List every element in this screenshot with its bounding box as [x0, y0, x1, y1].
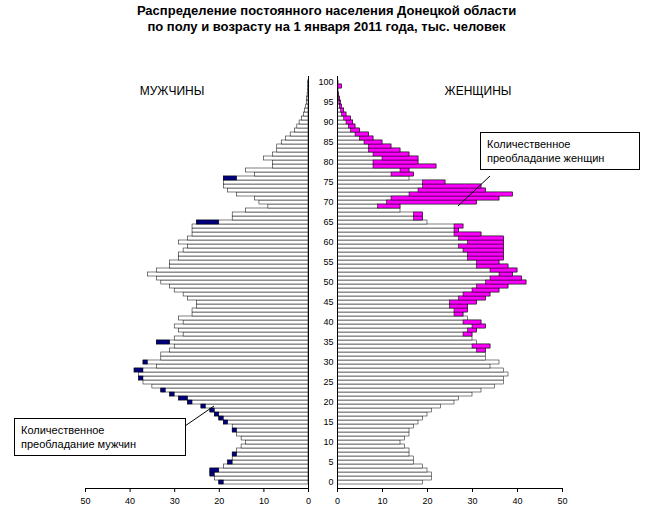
svg-text:ЖЕНЩИНЫ: ЖЕНЩИНЫ	[445, 84, 512, 98]
svg-text:60: 60	[323, 237, 333, 247]
svg-text:85: 85	[323, 137, 333, 147]
svg-text:20: 20	[214, 496, 224, 506]
svg-text:0: 0	[306, 496, 311, 506]
svg-text:20: 20	[422, 496, 432, 506]
svg-text:55: 55	[323, 257, 333, 267]
svg-text:40: 40	[323, 317, 333, 327]
svg-text:30: 30	[467, 496, 477, 506]
svg-text:80: 80	[323, 157, 333, 167]
html-text:Количественное преобладание же: Количественное преобладание женщин	[487, 138, 605, 164]
svg-text:10: 10	[377, 496, 387, 506]
svg-text:65: 65	[323, 217, 333, 227]
html-text:Распределение постоянного насе: Распределение постоянного населения Доне…	[136, 3, 517, 18]
svg-text:50: 50	[323, 277, 333, 287]
svg-text:0: 0	[328, 477, 333, 487]
svg-text:90: 90	[323, 117, 333, 127]
svg-text:70: 70	[323, 197, 333, 207]
svg-text:10: 10	[323, 437, 333, 447]
svg-text:75: 75	[323, 177, 333, 187]
svg-text:МУЖЧИНЫ: МУЖЧИНЫ	[140, 84, 205, 98]
svg-text:0: 0	[335, 496, 340, 506]
svg-text:45: 45	[323, 297, 333, 307]
svg-text:25: 25	[323, 377, 333, 387]
html-text:Количественное преобладание му: Количественное преобладание мужчин	[21, 424, 137, 450]
svg-text:15: 15	[323, 417, 333, 427]
svg-text:10: 10	[259, 496, 269, 506]
svg-text:50: 50	[80, 496, 90, 506]
svg-text:100: 100	[318, 77, 333, 87]
svg-text:50: 50	[557, 496, 567, 506]
html-text:по полу и возрасту на 1 января: по полу и возрасту на 1 января 2011 года…	[147, 19, 506, 34]
svg-text:20: 20	[323, 397, 333, 407]
svg-text:35: 35	[323, 337, 333, 347]
svg-text:30: 30	[170, 496, 180, 506]
svg-text:5: 5	[328, 457, 333, 467]
svg-text:40: 40	[512, 496, 522, 506]
svg-text:40: 40	[125, 496, 135, 506]
svg-text:95: 95	[323, 97, 333, 107]
svg-text:30: 30	[323, 357, 333, 367]
